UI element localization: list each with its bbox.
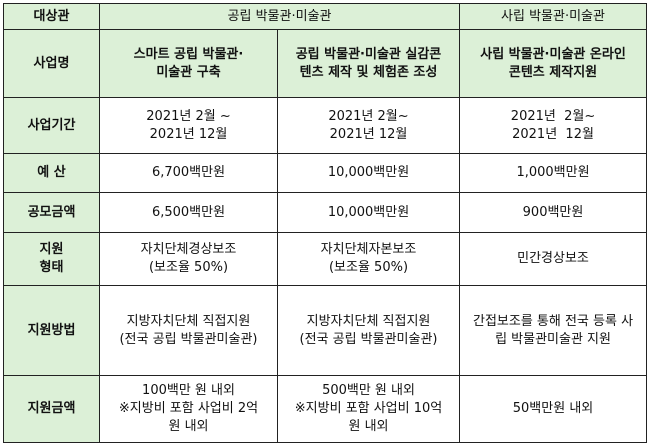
contest-amount-cell-3: 900백만원	[459, 192, 648, 233]
support-method-cell-2: 지방자치단체 직접지원 (전국 공립 박물관미술관)	[276, 285, 461, 376]
budget-row: 예 산 6,700백만원 10,000백만원 1,000백만원	[3, 153, 648, 193]
support-method-row: 지원방법 지방자치단체 직접지원 (전국 공립 박물관미술관) 지방자치단체 직…	[3, 285, 648, 376]
contest-amount-cell-2: 10,000백만원	[276, 192, 461, 233]
row-label-contest-amount: 공모금액	[3, 192, 100, 233]
private-museum-header: 사립 박물관·미술관	[459, 3, 648, 30]
support-method-cell-1: 지방자치단체 직접지원 (전국 공립 박물관미술관)	[99, 285, 278, 376]
row-label-support-amount: 지원금액	[3, 375, 100, 443]
budget-cell-1: 6,700백만원	[99, 153, 278, 193]
period-cell-2: 2021년 2월~ 2021년 12월	[276, 97, 461, 154]
support-type-row: 지원 형태 자치단체경상보조 (보조율 50%) 자치단체자본보조 (보조율 5…	[3, 232, 648, 286]
period-cell-3: 2021년 2월~ 2021년 12월	[459, 97, 648, 154]
support-amount-row: 지원금액 100백만 원 내외 ※지방비 포함 사업비 2억 원 내외 500백…	[3, 375, 648, 443]
row-label-period: 사업기간	[3, 97, 100, 154]
contest-amount-cell-1: 6,500백만원	[99, 192, 278, 233]
corner-header: 대상관	[3, 3, 100, 30]
support-type-cell-2: 자치단체자본보조 (보조율 50%)	[276, 232, 461, 286]
budget-cell-2: 10,000백만원	[276, 153, 461, 193]
public-museum-header: 공립 박물관·미술관	[98, 3, 461, 30]
contest-amount-row: 공모금액 6,500백만원 10,000백만원 900백만원	[3, 192, 648, 233]
business-name-cell-3: 사립 박물관·미술관 온라인 콘텐츠 제작지원	[459, 29, 648, 98]
period-row: 사업기간 2021년 2월 ~ 2021년 12월 2021년 2월~ 2021…	[3, 97, 648, 154]
header-row: 대상관 공립 박물관·미술관 사립 박물관·미술관	[3, 3, 648, 30]
support-amount-cell-3: 50백만원 내외	[459, 375, 648, 443]
business-name-cell-2: 공립 박물관·미술관 실감콘 텐츠 제작 및 체험존 조성	[276, 29, 461, 98]
row-label-budget: 예 산	[3, 153, 100, 193]
budget-cell-3: 1,000백만원	[459, 153, 648, 193]
row-label-support-type: 지원 형태	[3, 232, 100, 286]
business-name-cell-1: 스마트 공립 박물관· 미술관 구축	[99, 29, 278, 98]
row-label-support-method: 지원방법	[3, 285, 100, 376]
support-program-table: 대상관 공립 박물관·미술관 사립 박물관·미술관 사업명 스마트 공립 박물관…	[3, 3, 648, 443]
support-type-cell-3: 민간경상보조	[459, 232, 648, 286]
support-amount-cell-2: 500백만 원 내외 ※지방비 포함 사업비 10억 원 내외	[276, 375, 461, 443]
support-type-cell-1: 자치단체경상보조 (보조율 50%)	[99, 232, 278, 286]
support-amount-cell-1: 100백만 원 내외 ※지방비 포함 사업비 2억 원 내외	[99, 375, 278, 443]
support-method-cell-3: 간접보조를 통해 전국 등록 사 립 박물관미술관 지원	[459, 285, 648, 376]
business-name-row: 사업명 스마트 공립 박물관· 미술관 구축 공립 박물관·미술관 실감콘 텐츠…	[3, 29, 648, 98]
period-cell-1: 2021년 2월 ~ 2021년 12월	[99, 97, 278, 154]
row-label-business-name: 사업명	[3, 29, 100, 98]
